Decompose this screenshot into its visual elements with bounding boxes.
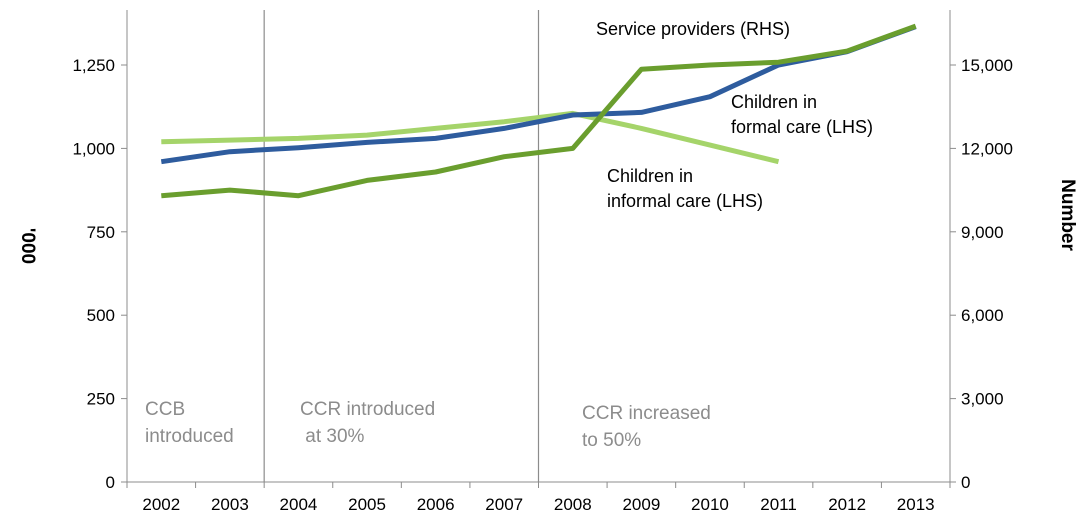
series-label-line: Children in <box>607 166 693 186</box>
x-tick-label: 2006 <box>417 495 455 514</box>
left-y-axis-title: '000 <box>17 228 38 264</box>
x-tick-label: 2008 <box>554 495 592 514</box>
event-label: CCB introduced <box>145 399 234 447</box>
x-tick-label: 2012 <box>828 495 866 514</box>
right-y-tick-label: 0 <box>961 473 970 492</box>
event-label-line: CCB <box>145 399 185 420</box>
event-label-line: at 30% <box>300 426 365 447</box>
event-label-line: to 50% <box>582 430 641 451</box>
event-label-line: introduced <box>145 426 234 447</box>
left-y-tick-label: 500 <box>87 306 115 325</box>
series-label: Service providers (RHS) <box>596 19 790 39</box>
x-tick-label: 2002 <box>142 495 180 514</box>
left-y-tick-label: 0 <box>106 473 115 492</box>
series-label-line: Children in <box>731 92 817 112</box>
right-y-tick-label: 12,000 <box>961 139 1013 158</box>
x-tick-label: 2010 <box>691 495 729 514</box>
event-label-line: CCR introduced <box>300 399 435 420</box>
x-tick-label: 2005 <box>348 495 386 514</box>
x-tick-label: 2004 <box>280 495 318 514</box>
series-line-3 <box>161 23 917 199</box>
x-tick-label: 2007 <box>485 495 523 514</box>
event-label-line: CCR increased <box>582 403 711 424</box>
x-tick-label: 2009 <box>622 495 660 514</box>
left-y-tick-label: 1,000 <box>72 139 115 158</box>
series-line-1 <box>161 110 780 165</box>
x-tick-label: 2011 <box>760 495 797 514</box>
series-label-line: informal care (LHS) <box>607 191 763 211</box>
right-y-tick-label: 9,000 <box>961 223 1004 242</box>
series-label: Children in informal care (LHS) <box>607 166 763 211</box>
series-label: Children in formal care (LHS) <box>731 92 873 137</box>
right-y-tick-label: 3,000 <box>961 390 1004 409</box>
left-y-tick-label: 750 <box>87 223 115 242</box>
x-tick-label: 2013 <box>897 495 935 514</box>
right-y-tick-label: 6,000 <box>961 306 1004 325</box>
left-y-tick-label: 1,250 <box>72 56 115 75</box>
event-label: CCR increased to 50% <box>582 403 711 451</box>
event-label: CCR introduced at 30% <box>300 399 435 447</box>
x-tick-label: 2003 <box>211 495 249 514</box>
series-label-line: formal care (LHS) <box>731 117 873 137</box>
right-y-tick-label: 15,000 <box>961 56 1013 75</box>
right-y-axis-title: Number <box>1057 179 1078 251</box>
left-y-tick-label: 250 <box>87 390 115 409</box>
series-label-line: Service providers (RHS) <box>596 19 790 39</box>
